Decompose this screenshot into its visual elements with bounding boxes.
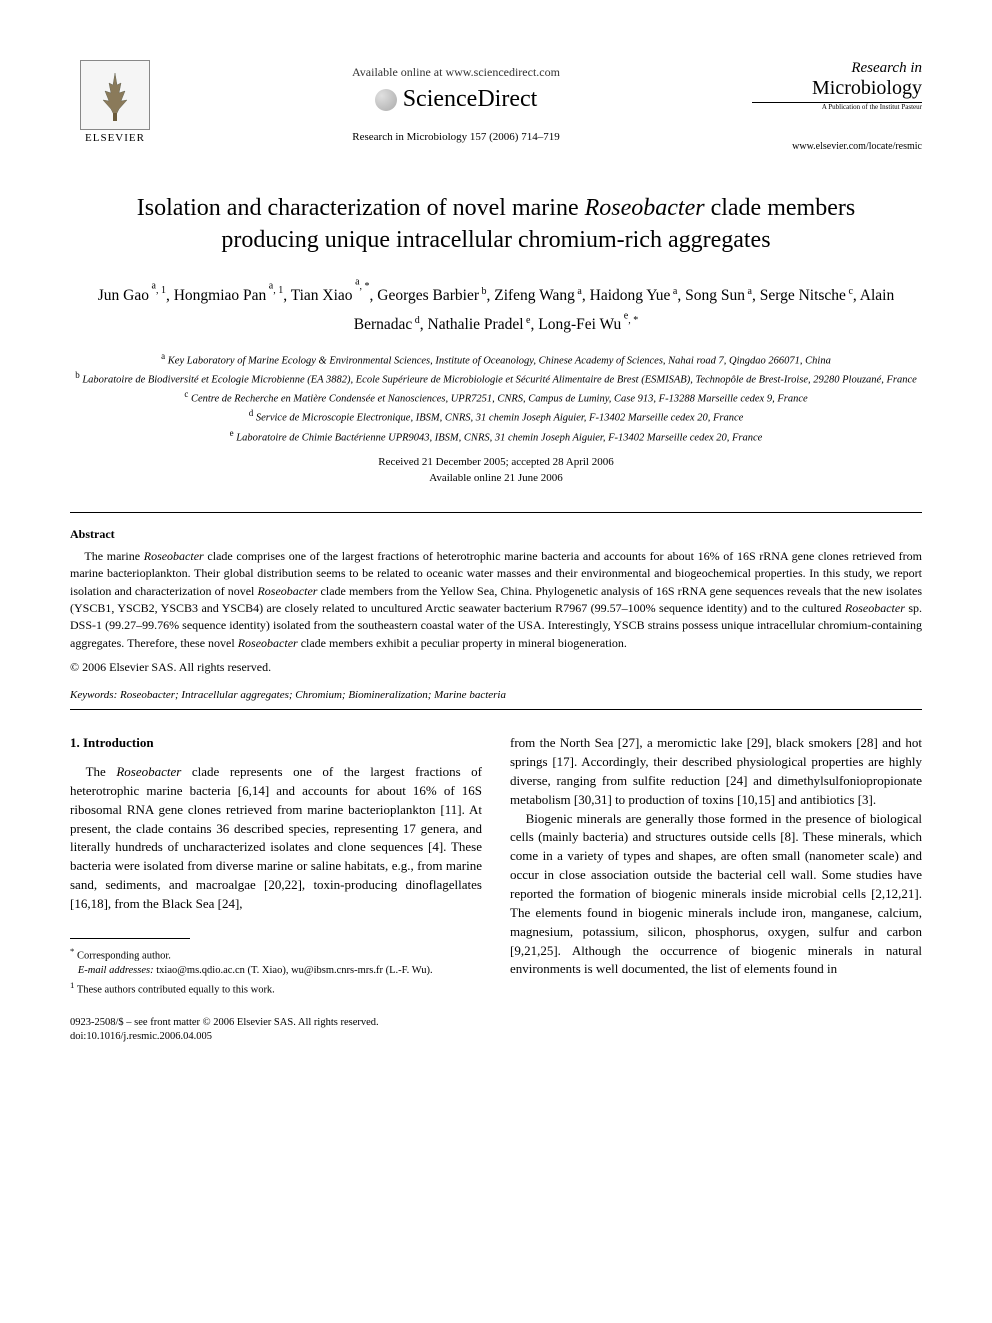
title-part-1: Isolation and characterization of novel … xyxy=(137,195,585,221)
keywords: Keywords: Roseobacter; Intracellular agg… xyxy=(70,689,922,701)
article-title: Isolation and characterization of novel … xyxy=(90,192,902,257)
journal-logo: Research in Microbiology A Publication o… xyxy=(752,60,922,152)
sciencedirect-logo: ScienceDirect xyxy=(160,86,752,113)
keywords-label: Keywords: xyxy=(70,689,117,701)
footnote-separator xyxy=(70,938,190,939)
footnote-corresponding: * Corresponding author. xyxy=(70,945,482,964)
affiliation-d: d Service de Microscopie Electronique, I… xyxy=(70,407,922,426)
available-online-text: Available online at www.sciencedirect.co… xyxy=(160,65,752,80)
page-header: ELSEVIER Available online at www.science… xyxy=(70,60,922,152)
footnote-equal-contribution: 1 These authors contributed equally to t… xyxy=(70,979,482,998)
footer: 0923-2508/$ – see front matter © 2006 El… xyxy=(70,1016,922,1044)
title-italic-1: Roseobacter xyxy=(585,195,705,221)
keywords-text: Roseobacter; Intracellular aggregates; C… xyxy=(117,689,506,701)
received-accepted-dates: Received 21 December 2005; accepted 28 A… xyxy=(70,456,922,468)
intro-paragraph-1: The Roseobacter clade represents one of … xyxy=(70,763,482,914)
journal-reference: Research in Microbiology 157 (2006) 714–… xyxy=(160,131,752,143)
intro-paragraph-1-cont: from the North Sea [27], a meromictic la… xyxy=(510,734,922,809)
section-heading-introduction: 1. Introduction xyxy=(70,734,482,753)
title-part-2: clade members xyxy=(705,195,856,221)
column-right: from the North Sea [27], a meromictic la… xyxy=(510,734,922,998)
affiliation-e: e Laboratoire de Chimie Bactérienne UPR9… xyxy=(70,427,922,446)
title-line-2: producing unique intracellular chromium-… xyxy=(221,227,770,253)
journal-logo-pretitle: Research in xyxy=(752,60,922,77)
copyright-text: © 2006 Elsevier SAS. All rights reserved… xyxy=(70,660,922,675)
elsevier-tree-icon xyxy=(80,60,150,130)
footer-issn-line: 0923-2508/$ – see front matter © 2006 El… xyxy=(70,1016,922,1030)
footnote-emails: E-mail addresses: txiao@ms.qdio.ac.cn (T… xyxy=(70,964,482,979)
affiliations: a Key Laboratory of Marine Ecology & Env… xyxy=(70,350,922,446)
authors-list: Jun Gao a, 1, Hongmiao Pan a, 1, Tian Xi… xyxy=(70,275,922,338)
body-columns: 1. Introduction The Roseobacter clade re… xyxy=(70,734,922,998)
affiliation-b: b Laboratoire de Biodiversité et Ecologi… xyxy=(70,369,922,388)
available-online-date: Available online 21 June 2006 xyxy=(70,472,922,484)
abstract-heading: Abstract xyxy=(70,527,922,542)
elsevier-label: ELSEVIER xyxy=(85,132,145,144)
affiliation-a: a Key Laboratory of Marine Ecology & Env… xyxy=(70,350,922,369)
footnotes: * Corresponding author. E-mail addresses… xyxy=(70,945,482,998)
divider-top xyxy=(70,512,922,513)
abstract-section: Abstract The marine Roseobacter clade co… xyxy=(70,527,922,675)
center-header: Available online at www.sciencedirect.co… xyxy=(160,60,752,143)
footer-doi-line: doi:10.1016/j.resmic.2006.04.005 xyxy=(70,1030,922,1044)
intro-paragraph-2: Biogenic minerals are generally those fo… xyxy=(510,810,922,980)
column-left: 1. Introduction The Roseobacter clade re… xyxy=(70,734,482,998)
abstract-body: The marine Roseobacter clade comprises o… xyxy=(70,548,922,652)
journal-logo-name: Microbiology xyxy=(752,77,922,100)
affiliation-c: c Centre de Recherche en Matière Condens… xyxy=(70,388,922,407)
divider-bottom xyxy=(70,709,922,710)
elsevier-logo: ELSEVIER xyxy=(70,60,160,144)
sciencedirect-icon xyxy=(375,89,397,111)
journal-logo-subtitle: A Publication of the Institut Pasteur xyxy=(752,102,922,111)
journal-url: www.elsevier.com/locate/resmic xyxy=(752,141,922,152)
sciencedirect-text: ScienceDirect xyxy=(403,86,538,113)
